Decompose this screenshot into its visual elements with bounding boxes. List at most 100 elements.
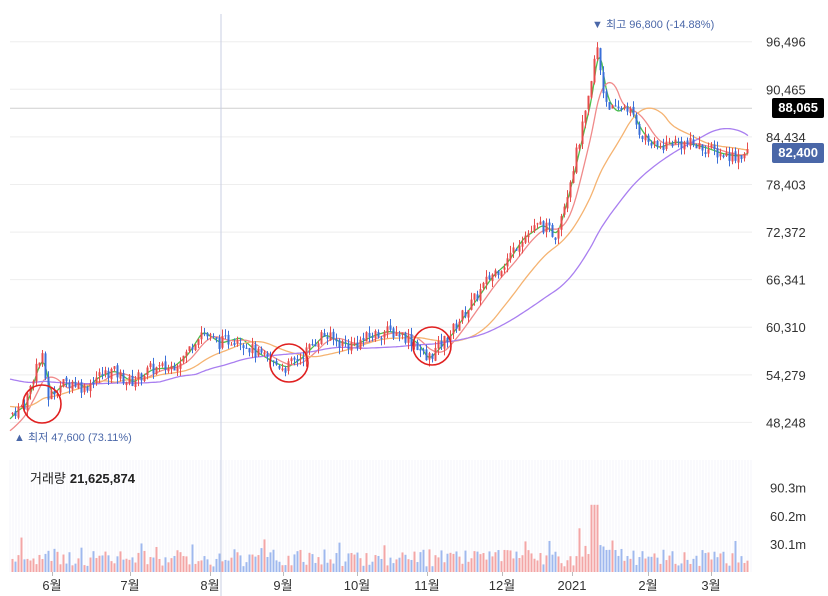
candle-body (554, 237, 557, 240)
volume-bar (41, 559, 44, 572)
candle-body (224, 335, 227, 337)
candle-body (275, 361, 278, 365)
volume-bar (263, 539, 266, 572)
volume-bar (50, 560, 53, 572)
volume-bar (374, 555, 377, 572)
volume-bar (506, 550, 509, 572)
volume-bar (647, 556, 650, 572)
candle-body (80, 382, 83, 393)
candle-body (116, 365, 119, 378)
candle-body (236, 341, 239, 345)
candle-body (641, 136, 644, 140)
candle-body (740, 155, 743, 159)
candle-body (389, 325, 392, 330)
volume-bar (290, 565, 293, 572)
volume-bar (701, 550, 704, 572)
highlight-circle (269, 343, 309, 383)
volume-bar (35, 564, 38, 572)
candle-body (206, 332, 209, 337)
volume-bar (416, 562, 419, 572)
volume-bar (380, 558, 383, 572)
candle-body (503, 267, 506, 270)
candle-body (50, 390, 53, 400)
volume-bar (485, 559, 488, 572)
volume-bar (386, 565, 389, 572)
candle-body (200, 332, 203, 340)
volume-bar (365, 553, 368, 572)
volume-bar (206, 559, 209, 572)
volume-bar (26, 558, 29, 572)
price-tick-label: 90,465 (766, 82, 806, 97)
candle-body (101, 373, 104, 376)
volume-bar (515, 551, 518, 572)
volume-bar (455, 551, 458, 572)
candle-body (713, 144, 716, 149)
date-tick-label: 3월 (701, 578, 720, 593)
candle-body (11, 412, 14, 414)
volume-bar (743, 562, 746, 572)
volume-bar (593, 504, 596, 572)
candle-body (551, 224, 554, 237)
volume-bar (614, 550, 617, 572)
volume-bar (560, 563, 563, 572)
volume-bar (725, 563, 728, 572)
candle-body (71, 381, 74, 390)
candle-body (35, 363, 38, 382)
volume-bar (92, 551, 95, 572)
volume-bar (95, 558, 98, 572)
candle-body (548, 222, 551, 226)
volume-bar (719, 553, 722, 572)
volume-bar (551, 554, 554, 572)
date-tick-label: 10월 (344, 578, 370, 593)
candle-body (338, 340, 341, 348)
volume-bar (104, 551, 107, 572)
volume-bar (650, 556, 653, 572)
candle-body (668, 141, 671, 143)
volume-bar (539, 553, 542, 572)
annotations: ▼ 최고 96,800 (-14.88%) ▲ 최저 47,600 (73.11%… (14, 18, 714, 444)
candle-body (251, 344, 254, 354)
candle-body (407, 335, 410, 343)
candle-body (188, 346, 191, 351)
candle-body (653, 140, 656, 144)
volume-bar (338, 542, 341, 572)
candle-body (506, 258, 509, 267)
volume-bar (176, 550, 179, 572)
candle-body (185, 351, 188, 357)
candle-body (734, 151, 737, 161)
volume-bar (620, 548, 623, 572)
candle-body (53, 391, 56, 395)
volume-bar (644, 558, 647, 572)
candle-body (647, 135, 650, 142)
candle-body (311, 344, 314, 346)
volume-bar (392, 563, 395, 572)
volume-bar (68, 552, 71, 572)
volume-bar (497, 550, 500, 572)
volume-bar (608, 549, 611, 572)
volume-bar (161, 565, 164, 572)
volume-bar (440, 550, 443, 572)
candle-body (686, 140, 689, 144)
candle-body (392, 328, 395, 338)
current-price-tag: 82,400 (772, 142, 824, 163)
candle-body (47, 377, 50, 400)
candle-body (209, 334, 212, 336)
volume-bar (299, 549, 302, 572)
candle-body (689, 138, 692, 146)
volume-bar (533, 558, 536, 572)
volume-bar (353, 554, 356, 572)
candle-body (44, 353, 47, 379)
candle-body (584, 110, 587, 123)
candle-body (737, 155, 740, 163)
candle-body (182, 355, 185, 362)
candle-body (587, 95, 590, 110)
date-tick-label: 11월 (414, 578, 439, 593)
volume-bar (665, 560, 668, 572)
volume-bar (467, 561, 470, 572)
candle-body (164, 361, 167, 370)
price-tick-label: 72,372 (766, 225, 806, 240)
volume-bar (332, 563, 335, 572)
price-tick-label: 48,248 (766, 415, 806, 430)
volume-bar (29, 560, 32, 572)
